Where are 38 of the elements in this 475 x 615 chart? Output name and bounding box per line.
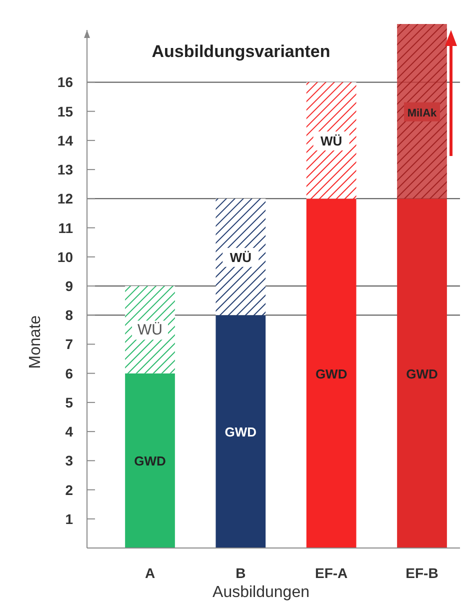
y-tick-label: 1 — [65, 510, 74, 527]
y-tick-label: 16 — [57, 74, 74, 90]
y-tick-label: 15 — [57, 103, 74, 120]
bar — [216, 315, 266, 548]
series-label: WÜ — [138, 322, 162, 339]
y-tick-label: 6 — [65, 365, 74, 382]
bar — [397, 24, 447, 199]
bar — [306, 82, 356, 199]
y-tick-label: 13 — [57, 162, 74, 178]
bar — [216, 198, 266, 316]
series-label: GWD — [315, 366, 348, 382]
text: GWD — [224, 424, 257, 440]
bar — [397, 198, 447, 548]
y-tick-label: 12 — [57, 190, 74, 207]
y-tick-label: 10 — [57, 248, 74, 265]
y-tick-label: 3 — [65, 452, 74, 469]
y-tick-label: 9 — [65, 278, 74, 294]
y-axis-title: Monate — [27, 315, 44, 369]
text: WÜ — [230, 250, 252, 265]
bar — [125, 373, 175, 548]
y-tick-label: 2 — [65, 482, 74, 498]
y-tick-label: 11 — [58, 220, 74, 236]
x-tick-label: EF-A — [314, 565, 348, 581]
y-tick-label: 7 — [65, 336, 74, 352]
series-label: MilAk — [407, 107, 438, 120]
y-tick-label: 14 — [57, 132, 74, 148]
x-tick-label: EF-B — [406, 565, 438, 581]
text: Ausbildungsvarianten — [152, 42, 330, 61]
y-tick-label: 4 — [65, 424, 74, 440]
x-tick-label: A — [144, 565, 156, 581]
bar — [306, 198, 356, 548]
text: GWD — [406, 366, 438, 382]
x-tick-label: B — [236, 565, 246, 581]
y-tick-label: 5 — [65, 394, 74, 410]
x-axis-title: Ausbildungen — [212, 584, 310, 601]
text: GWD — [134, 454, 166, 469]
y-tick-label: 8 — [65, 307, 74, 324]
text: WÜ — [320, 133, 342, 148]
